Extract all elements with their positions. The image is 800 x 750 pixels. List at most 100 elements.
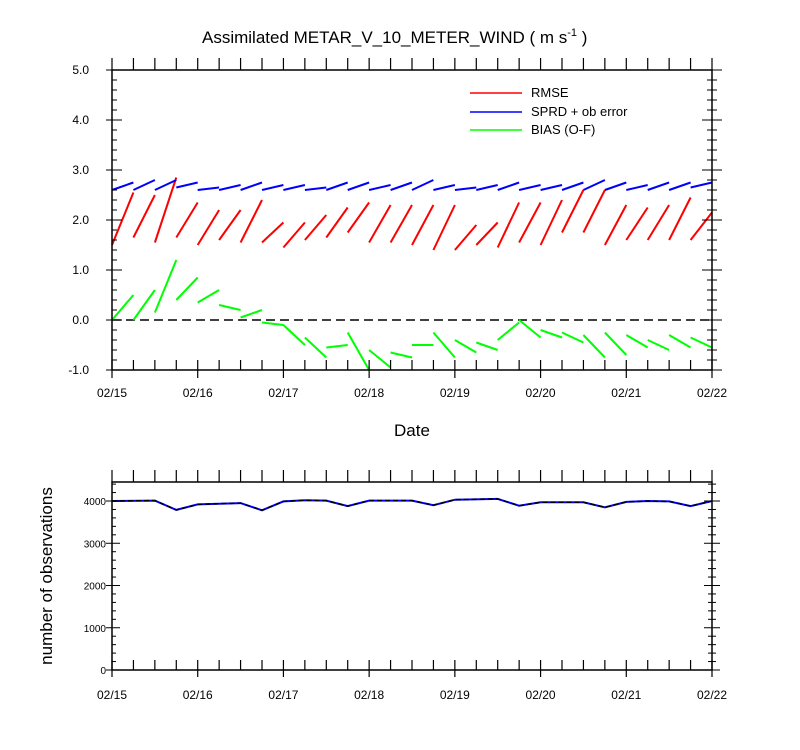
rmse-segment	[561, 189, 585, 233]
x-tick-label: 02/21	[611, 688, 641, 702]
top-x-axis-title: Date	[394, 421, 430, 440]
sprd-ob-error-segment	[454, 186, 477, 191]
sprd-ob-error-segment	[261, 184, 284, 191]
bias-o-f-segment	[690, 336, 713, 349]
bottom-ticks	[106, 470, 720, 677]
bias-o-f-segment	[346, 332, 370, 371]
sprd-ob-error-segment	[240, 181, 263, 191]
sprd-ob-error-segment	[582, 179, 606, 191]
y-tick-label: 2.0	[72, 213, 89, 227]
rmse-segment	[668, 197, 692, 241]
rmse-segment	[175, 201, 199, 239]
rmse-segment	[454, 224, 478, 251]
x-tick-label: 02/21	[611, 386, 641, 400]
sprd-ob-error-segment	[518, 184, 541, 191]
rmse-segment	[196, 209, 220, 246]
series-rmse	[111, 177, 713, 251]
rmse-segment	[282, 221, 306, 249]
sprd-ob-error-segment	[390, 181, 413, 191]
sprd-ob-error-segment	[497, 181, 520, 191]
rmse-segment	[432, 204, 456, 251]
bottom-plot-frame	[111, 481, 713, 671]
sprd-ob-error-segment	[561, 181, 584, 191]
top-ticks	[106, 58, 722, 378]
bias-o-f-segment	[368, 349, 392, 369]
legend-label-bias: BIAS (O-F)	[531, 122, 595, 137]
bias-o-f-segment	[647, 339, 670, 351]
bias-o-f-segment	[668, 334, 692, 349]
bias-o-f-segment	[625, 334, 649, 349]
y-tick-label: 5.0	[72, 63, 89, 77]
x-tick-label: 02/16	[183, 386, 213, 400]
x-tick-label: 02/19	[440, 386, 470, 400]
rmse-segment	[475, 221, 499, 246]
bias-o-f-segment	[497, 321, 520, 341]
bias-o-f-segment	[454, 339, 477, 354]
sprd-ob-error-segment	[647, 181, 670, 191]
bottom-y-axis-title: number of observations	[37, 487, 56, 665]
x-tick-label: 02/15	[97, 386, 127, 400]
bias-o-f-segment	[475, 341, 499, 351]
rmse-segment	[261, 221, 285, 244]
sprd-ob-error-segment	[325, 181, 349, 191]
y-tick-label: 1.0	[72, 263, 89, 277]
legend-label-rmse: RMSE	[531, 85, 569, 100]
sprd-ob-error-segment	[540, 184, 563, 191]
bias-o-f-segment	[304, 336, 327, 359]
rmse-segment	[689, 211, 713, 241]
bias-o-f-segment	[132, 289, 156, 321]
legend: RMSE SPRD + ob error BIAS (O-F)	[470, 85, 628, 137]
sprd-ob-error-segment	[604, 181, 627, 191]
bias-o-f-segment	[432, 331, 456, 359]
bias-o-f-segment	[175, 276, 199, 301]
rmse-segment	[218, 209, 242, 241]
x-tick-label: 02/19	[440, 688, 470, 702]
rmse-segment	[111, 192, 135, 246]
sprd-ob-error-segment	[690, 181, 713, 189]
bias-o-f-segment	[261, 321, 284, 326]
top-panel: 02/15 02/16 02/17 02/18 02/19 02/20 02/21 02/22…	[68, 58, 727, 440]
rmse-segment	[304, 214, 328, 241]
rmse-segment	[153, 177, 178, 243]
sprd-ob-error-segment	[304, 186, 327, 191]
x-tick-label: 02/22	[697, 386, 727, 400]
x-tick-label: 02/16	[183, 688, 213, 702]
series-sprd-ob-error	[111, 179, 713, 191]
rmse-segment	[325, 206, 349, 239]
sprd-ob-error-segment	[433, 184, 456, 191]
bottom-panel: 02/15 02/16 02/17 02/18 02/19 02/20 02/21 02/22…	[37, 470, 727, 702]
chart-title: Assimilated METAR_V_10_METER_WIND ( m s-…	[202, 27, 587, 47]
legend-label-sprd: SPRD + ob error	[531, 104, 628, 119]
bias-o-f-segment	[540, 329, 563, 339]
bottom-x-tick-labels: 02/15 02/16 02/17 02/18 02/19 02/20 02/21 02/22	[97, 688, 727, 702]
rmse-segment	[411, 204, 435, 246]
y-tick-label: -1.0	[68, 363, 89, 377]
rmse-segment	[539, 199, 563, 246]
x-tick-label: 02/20	[526, 386, 556, 400]
bottom-series-group	[111, 497, 713, 512]
bias-o-f-segment	[197, 289, 220, 304]
sprd-ob-error-segment	[111, 181, 134, 191]
sprd-ob-error-segment	[218, 184, 241, 191]
rmse-segment	[625, 206, 649, 241]
rmse-segment	[518, 202, 542, 243]
rmse-segment	[239, 199, 263, 243]
sprd-ob-error-segment	[347, 181, 370, 191]
x-tick-label: 02/20	[526, 688, 556, 702]
sprd-ob-error-segment	[132, 179, 156, 191]
bias-o-f-segment	[561, 331, 584, 344]
sprd-ob-error-segment	[176, 181, 198, 189]
x-tick-label: 02/15	[97, 688, 127, 702]
rmse-segment	[132, 194, 156, 238]
sprd-ob-error-segment	[197, 186, 220, 191]
top-x-tick-labels: 02/15 02/16 02/17 02/18 02/19 02/20 02/21 02/22	[97, 386, 727, 400]
series-bias-o-f	[111, 259, 713, 371]
top-series-group	[111, 177, 713, 371]
bottom-y-tick-labels: 4000 3000 2000 1000 0	[84, 497, 107, 677]
x-tick-label: 02/17	[268, 386, 298, 400]
rmse-segment	[496, 202, 521, 248]
rmse-segment	[346, 201, 370, 234]
x-tick-label: 02/22	[697, 688, 727, 702]
rmse-segment	[368, 204, 392, 243]
